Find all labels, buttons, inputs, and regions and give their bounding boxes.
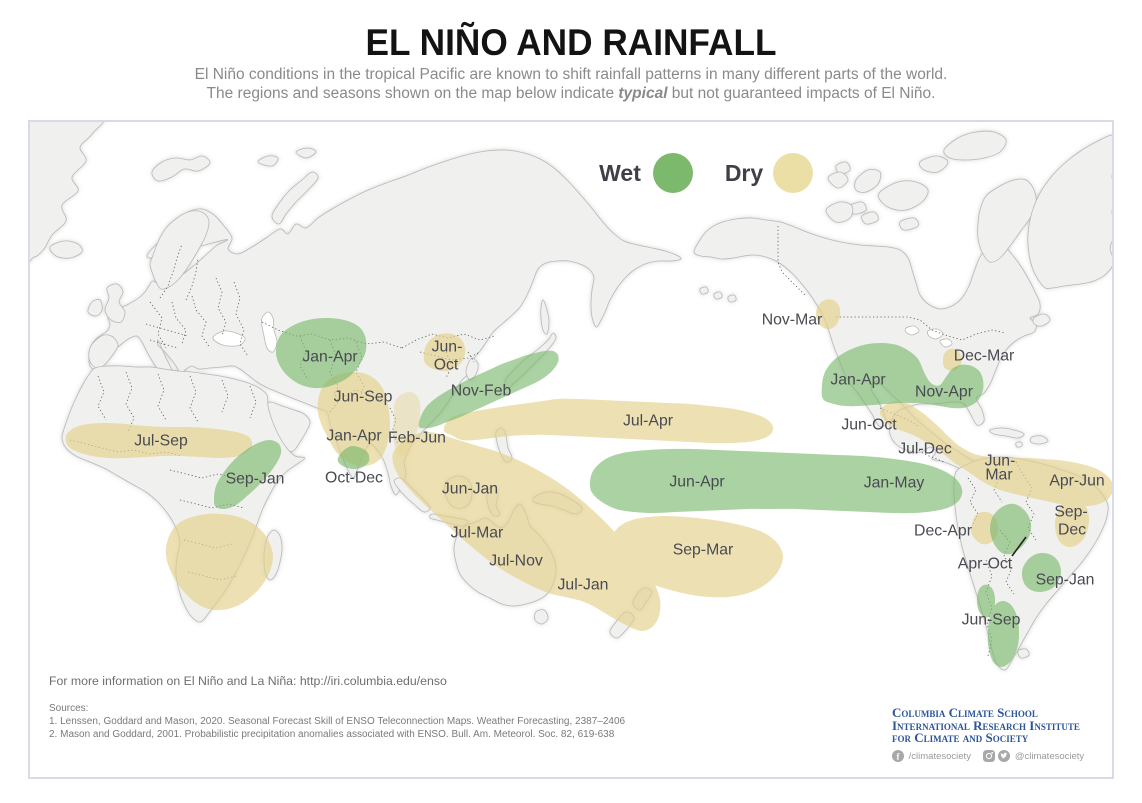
svg-text:Dec: Dec	[1058, 522, 1086, 539]
svg-text:EL NIÑO AND RAINFALL: EL NIÑO AND RAINFALL	[366, 21, 777, 63]
svg-text:Jul-Jan: Jul-Jan	[558, 577, 609, 594]
svg-text:Dry: Dry	[725, 160, 764, 186]
svg-text:Nov-Apr: Nov-Apr	[915, 384, 973, 401]
svg-text:Jun-Oct: Jun-Oct	[841, 417, 897, 434]
svg-text:f: f	[897, 752, 901, 762]
svg-text:Jan-Apr: Jan-Apr	[302, 349, 357, 366]
svg-text:Wet: Wet	[599, 160, 641, 186]
svg-text:Nov-Feb: Nov-Feb	[451, 383, 512, 400]
svg-text:Oct-Dec: Oct-Dec	[325, 470, 383, 487]
svg-text:Jun-Sep: Jun-Sep	[962, 612, 1021, 629]
svg-text:Jul-Dec: Jul-Dec	[898, 441, 952, 458]
svg-text:Jun-Jan: Jun-Jan	[442, 481, 498, 498]
svg-text:Mar: Mar	[985, 467, 1012, 484]
svg-text:Jul-Nov: Jul-Nov	[489, 553, 543, 570]
svg-text:Jun-Sep: Jun-Sep	[334, 389, 393, 406]
svg-text:Sep-Jan: Sep-Jan	[1036, 572, 1095, 589]
svg-text:Jul-Sep: Jul-Sep	[134, 433, 188, 450]
svg-text:Jan-May: Jan-May	[864, 475, 925, 492]
svg-text:Jan-Apr: Jan-Apr	[830, 372, 885, 389]
svg-text:Sep-: Sep-	[1054, 504, 1087, 521]
svg-text:Sep-Mar: Sep-Mar	[673, 542, 734, 559]
svg-text:Jun-Apr: Jun-Apr	[669, 474, 724, 491]
svg-text:Apr-Oct: Apr-Oct	[958, 556, 1013, 573]
svg-text:Jan-Apr: Jan-Apr	[326, 428, 381, 445]
svg-text:Oct: Oct	[434, 357, 459, 374]
svg-text:Apr-Jun: Apr-Jun	[1049, 473, 1104, 490]
svg-text:Jul-Apr: Jul-Apr	[623, 413, 673, 430]
svg-text:Feb-Jun: Feb-Jun	[388, 430, 446, 447]
svg-text:Jun-: Jun-	[432, 339, 463, 356]
svg-text:Jul-Mar: Jul-Mar	[451, 525, 504, 542]
svg-text:Dec-Mar: Dec-Mar	[954, 348, 1015, 365]
svg-text:Dec-Apr: Dec-Apr	[914, 523, 972, 540]
svg-text:Nov-Mar: Nov-Mar	[762, 312, 823, 329]
svg-text:Jun-: Jun-	[985, 453, 1016, 470]
svg-text:Sep-Jan: Sep-Jan	[226, 471, 285, 488]
